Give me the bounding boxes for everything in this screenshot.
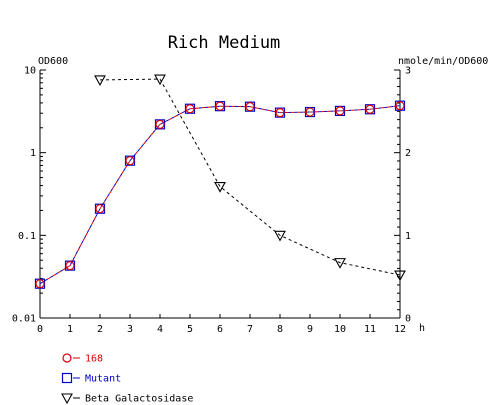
series-2-point [154,74,166,86]
series-markers-layer [34,74,406,289]
right-axis-unit: nmole/min/OD600 [398,56,488,67]
left-tick-label: 10 [24,66,36,77]
left-tick-label: 0.1 [18,231,36,242]
series-0-point [95,204,105,214]
series-2-point [214,182,226,193]
series-2-point [274,230,286,242]
series-0-point [275,108,285,118]
right-tick-label: 3 [405,66,411,77]
legend-label-2: Beta Galactosidase [85,394,193,405]
series-0-point [215,101,225,111]
x-tick-label: 10 [334,324,346,335]
series-2-point [94,75,106,87]
right-tick-label: 2 [405,148,411,159]
series-0-point [395,101,405,111]
chart-title: Rich Medium [168,33,281,53]
x-tick-label: 5 [187,324,193,335]
legend-label-0: 168 [85,354,103,365]
legend-label-1: Mutant [85,374,121,385]
legend-marker-2 [61,393,73,405]
left-tick-label: 0.01 [12,314,36,325]
series-0-point [35,279,45,289]
series-line-2 [99,78,401,276]
right-tick-label: 1 [405,231,411,242]
x-tick-label: 9 [307,324,313,335]
series-line-0 [39,105,401,285]
series-0-point [125,156,135,166]
text-layer: Rich Medium OD600 nmole/min/OD600 h [38,33,488,334]
x-tick-label: 3 [127,324,133,335]
x-tick-label: 6 [217,324,223,335]
series-0-point [185,104,195,114]
series-line-1 [39,105,401,285]
series-0-point [305,107,315,117]
x-axis-unit: h [419,323,425,334]
series-0-point [335,106,345,116]
x-tick-label: 12 [394,324,406,335]
series-2-point [394,270,406,282]
legend: 168 Mutant Beta Galactosidase [61,353,193,405]
series-0-point [155,119,165,129]
x-tick-label: 7 [247,324,253,335]
left-axis-unit: OD600 [38,56,68,67]
x-tick-label: 8 [277,324,283,335]
series-2-point [334,258,346,269]
series-0-point [65,261,75,271]
legend-marker-1 [61,372,73,384]
x-tick-label: 1 [67,324,73,335]
x-tick-label: 2 [97,324,103,335]
series-lines-layer [39,78,401,285]
left-tick-label: 1 [30,148,36,159]
series-0-point [365,104,375,114]
legend-marker-0 [62,353,72,363]
x-tick-label: 0 [37,324,43,335]
x-tick-label: 4 [157,324,163,335]
series-0-point [245,102,255,112]
x-tick-label: 11 [364,324,376,335]
right-tick-label: 0 [405,314,411,325]
